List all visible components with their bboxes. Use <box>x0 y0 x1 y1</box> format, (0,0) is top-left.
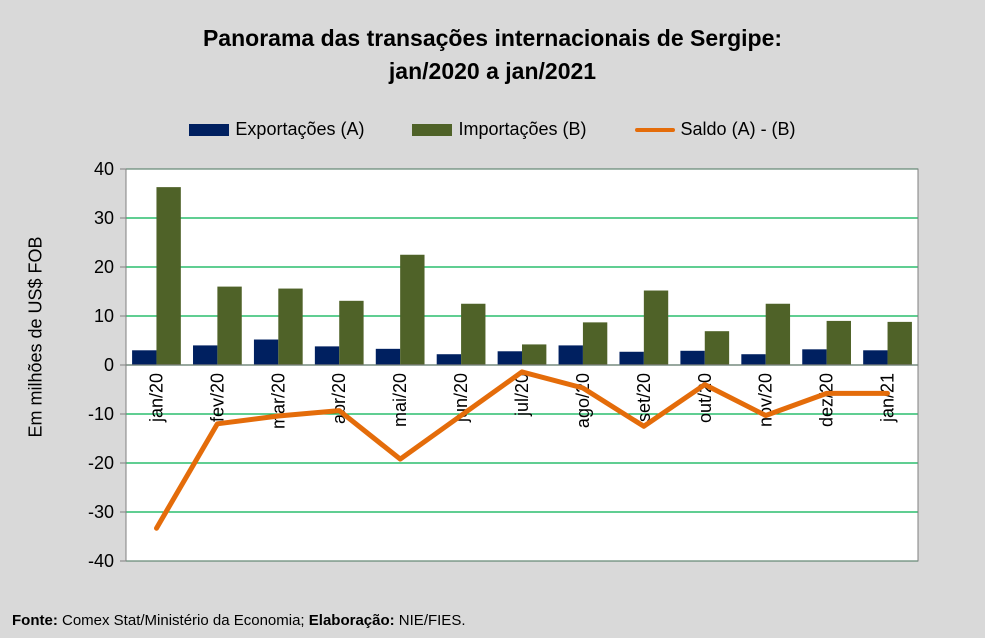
bar-imports <box>461 303 486 365</box>
legend: Exportações (A) Importações (B) Saldo (A… <box>0 119 985 140</box>
y-tick-label: 10 <box>94 306 114 326</box>
chart-title-line2: jan/2020 a jan/2021 <box>388 58 597 84</box>
bar-imports <box>217 286 242 365</box>
balance-line <box>154 369 890 531</box>
bar-exports <box>802 349 827 365</box>
x-tick-label: nov/20 <box>756 373 776 427</box>
x-tick-label: jul/20 <box>512 373 532 417</box>
footer-credit-label: Elaboração: <box>308 612 395 629</box>
bar-exports <box>314 346 340 365</box>
bar-exports <box>253 339 279 365</box>
legend-swatch-imports <box>412 123 453 136</box>
bar-imports <box>522 344 547 365</box>
legend-label-balance: Saldo (A) - (B) <box>680 119 796 139</box>
bar-exports <box>193 345 218 365</box>
bar-imports <box>643 290 669 365</box>
x-tick-label: fev/20 <box>207 373 227 422</box>
bar-imports <box>887 321 912 365</box>
x-tick-label: jan/21 <box>878 373 898 423</box>
footer-credit-text: NIE/FIES. <box>394 612 466 629</box>
legend-item-imports: Importações (B) <box>412 119 587 140</box>
chart-title-line1: Panorama das transações internacionais d… <box>202 25 783 51</box>
legend-swatch-exports <box>189 123 230 136</box>
x-tick-label: set/20 <box>634 373 654 422</box>
x-tick-label: ago/20 <box>573 373 593 428</box>
bar-imports <box>582 322 608 365</box>
legend-swatch-balance <box>634 127 675 132</box>
plot-area: 40 30 20 10 0 -10 -20 -30 -40 jan/20 fev/20 mar/20 a… <box>88 159 919 571</box>
bar-exports <box>436 354 462 365</box>
bar-exports <box>863 350 888 365</box>
bar-imports <box>339 300 364 365</box>
bar-imports <box>704 331 730 365</box>
legend-item-exports: Exportações (A) <box>189 119 364 140</box>
y-tick-label: 0 <box>104 355 114 375</box>
x-tick-label: dez/20 <box>817 373 837 427</box>
bar-exports <box>741 354 766 365</box>
bar-imports <box>826 320 851 365</box>
bar-imports <box>156 187 181 365</box>
chart-title: Panorama das transações internacionais d… <box>0 22 985 88</box>
bar-imports <box>400 254 425 365</box>
x-tick-label: out/20 <box>695 373 715 423</box>
bar-exports <box>558 345 583 365</box>
bar-imports <box>765 303 791 365</box>
legend-label-imports: Importações (B) <box>458 119 587 139</box>
legend-item-balance: Saldo (A) - (B) <box>634 119 796 140</box>
x-tick-label: jan/20 <box>146 373 166 423</box>
y-tick-label: -20 <box>88 453 114 473</box>
bar-imports <box>278 288 303 365</box>
bar-exports <box>619 351 644 365</box>
bar-exports <box>680 350 705 365</box>
y-tick-label: -10 <box>88 404 114 424</box>
footer-source-label: Fonte: <box>12 612 58 629</box>
y-tick-label: 40 <box>94 159 114 179</box>
bar-exports <box>497 351 522 365</box>
footer-source-text: Comex Stat/Ministério da Economia; <box>57 612 309 629</box>
legend-label-exports: Exportações (A) <box>235 119 365 139</box>
y-tick-label: 20 <box>94 257 114 277</box>
x-tick-label: mar/20 <box>268 373 288 429</box>
footer: Fonte: Comex Stat/Ministério da Economia… <box>12 612 466 629</box>
y-tick-label: -30 <box>88 502 114 522</box>
y-tick-label: -40 <box>88 551 114 571</box>
y-tick-label: 30 <box>94 208 114 228</box>
x-tick-label: mai/20 <box>390 373 410 427</box>
bar-exports <box>132 350 157 365</box>
bar-exports <box>375 348 401 365</box>
